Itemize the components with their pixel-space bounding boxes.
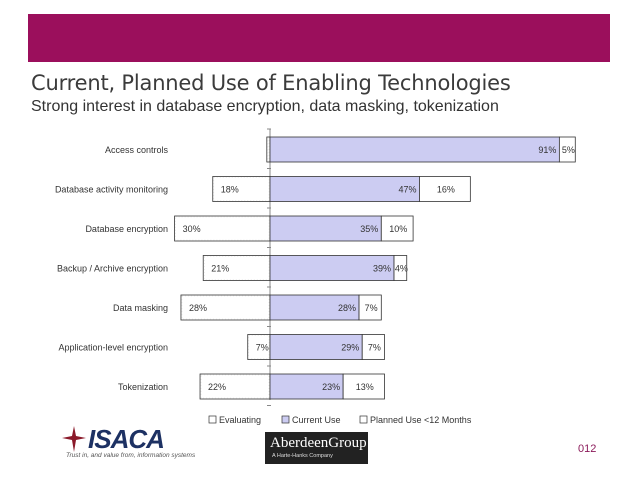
label-evaluating: 30% [183,224,201,234]
label-evaluating: 21% [211,264,229,274]
label-planned-use: 10% [389,224,407,234]
bar-evaluating [199,373,271,400]
bar-evaluating [266,136,271,163]
bar-planned-use [380,215,414,242]
bar-evaluating [174,215,271,242]
bar-evaluating-texture [203,256,270,280]
bar-evaluating-texture [267,137,270,162]
legend-planned-use-label: Planned Use <12 Months [370,415,472,425]
slide-number: 012 [578,443,597,455]
label-planned-use: 4% [395,264,408,274]
category-label: Database encryption [85,224,168,234]
isaca-logo-text: ISACA [88,424,165,454]
page-subtitle: Strong interest in database encryption, … [31,98,499,115]
legend-planned-use-swatch [359,415,368,424]
bar-evaluating [202,255,271,281]
label-current-use: 28% [338,303,356,313]
label-current-use: 39% [373,264,391,274]
label-current-use: 23% [322,382,340,392]
bar-planned-use [361,334,385,360]
legend-evaluating-swatch [208,415,217,424]
label-evaluating: 22% [208,382,226,392]
aberdeen-logo-text: AberdeenGroup [270,435,367,451]
aberdeen-logo-subtext: A Harte-Hanks Company [272,453,333,459]
isaca-tagline: Trust in, and value from, information sy… [66,452,196,459]
bar-evaluating-texture [248,335,270,359]
bar-current-use [269,334,363,360]
bar-planned-use [358,294,382,321]
bar-current-use [269,294,360,321]
legend-current-use-label: Current Use [292,415,341,425]
bar-current-use [269,176,420,202]
label-evaluating: 7% [256,343,269,353]
label-current-use: 47% [398,185,416,195]
category-label: Application-level encryption [58,343,168,353]
header-banner [28,14,610,62]
bar-planned-use [558,136,576,163]
label-planned-use: 7% [368,343,381,353]
label-current-use: 35% [360,224,378,234]
category-label: Tokenization [118,382,168,392]
label-current-use: 91% [538,145,556,155]
label-planned-use: 16% [437,185,455,195]
page-title: Current, Planned Use of Enabling Technol… [31,71,511,95]
bar-evaluating-texture [213,177,270,201]
bar-evaluating-texture [200,374,270,399]
bar-evaluating [212,176,271,202]
label-current-use: 29% [341,343,359,353]
stacked-bar-chart: Access controls1%91%5%Database activity … [55,128,576,425]
bar-evaluating-texture [181,295,270,320]
bar-current-use [269,373,344,400]
category-label: Database activity monitoring [55,185,168,195]
aberdeen-logo [265,432,368,464]
label-evaluating: 18% [221,185,239,195]
bar-current-use [269,136,560,163]
isaca-logo-icon [62,426,86,452]
legend-current-use-swatch [281,415,290,424]
label-planned-use: 7% [365,303,378,313]
category-label: Backup / Archive encryption [57,264,168,274]
bar-planned-use [419,176,471,202]
category-label: Data masking [113,303,168,313]
legend-evaluating-label: Evaluating [219,415,261,425]
bar-planned-use [393,255,408,281]
label-evaluating: 28% [189,303,207,313]
label-planned-use: 5% [562,145,575,155]
category-label: Access controls [105,145,169,155]
bar-current-use [269,215,382,242]
banner-fill [28,14,610,62]
bar-planned-use [342,373,385,400]
label-planned-use: 13% [356,382,374,392]
